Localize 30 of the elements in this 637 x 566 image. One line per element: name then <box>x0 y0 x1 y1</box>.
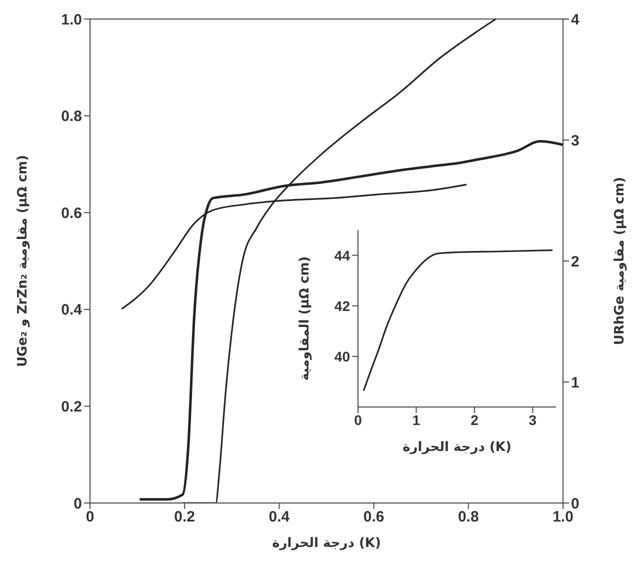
x-tick-label: 1.0 <box>552 508 574 526</box>
y-axis-title: المقاومية (μΩ cm) <box>298 256 313 381</box>
y2-tick-label: 0 <box>571 495 580 512</box>
y-tick-label: 0.6 <box>61 204 82 222</box>
line-series <box>362 249 554 392</box>
y-tick-label: 44 <box>334 247 350 264</box>
y2-tick-label: 1 <box>571 374 580 392</box>
y-tick-label: 0.8 <box>61 108 82 126</box>
x-tick-label: 0.8 <box>458 508 479 526</box>
y-tick-label: 42 <box>334 298 350 314</box>
x-axis-title: درجة الحرارة (K) <box>272 536 381 551</box>
x-tick-label: 0.4 <box>268 508 290 526</box>
x-axis-title: درجة الحرارة (K) <box>402 440 512 455</box>
x-tick-label: 1 <box>412 412 420 428</box>
y-axis-title: UGe₂ و ZrZn₂ مقاومية (μΩ cm) <box>16 154 31 368</box>
y2-axis-title: URhGe مقاومية (μΩ cm) <box>612 176 628 346</box>
x-tick-label: 0.6 <box>363 508 384 526</box>
y-tick-label: 0.2 <box>61 398 82 416</box>
x-tick-label: 0 <box>86 508 94 526</box>
y-tick-label: 1.0 <box>61 11 82 28</box>
y-tick-label: 40 <box>334 348 350 364</box>
x-tick-label: 2 <box>470 412 479 428</box>
y-tick-label: 0 <box>74 495 82 512</box>
y2-tick-label: 2 <box>571 253 580 270</box>
y2-tick-label: 4 <box>571 11 580 28</box>
y-tick-label: 0.4 <box>61 302 83 319</box>
y2-tick-label: 3 <box>571 132 580 150</box>
x-tick-label: 0.2 <box>174 508 196 526</box>
x-tick-label: 3 <box>528 412 537 428</box>
x-tick-label: 0 <box>354 412 362 428</box>
